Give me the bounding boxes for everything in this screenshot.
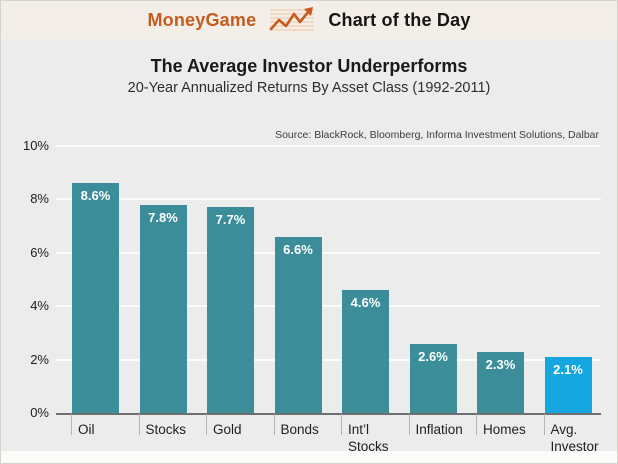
gridline-10% bbox=[56, 145, 601, 147]
bar-value-label: 2.3% bbox=[485, 356, 516, 372]
gridline-4% bbox=[56, 305, 601, 308]
bottom-strip bbox=[1, 451, 617, 458]
bar-value-label: 2.6% bbox=[418, 348, 448, 364]
x-axis-label: Oil bbox=[78, 422, 95, 437]
bar-value-label: 6.6% bbox=[283, 241, 313, 257]
y-axis-label: 6% bbox=[30, 244, 49, 260]
bar-bonds: 6.6% bbox=[274, 236, 322, 413]
y-axis-label: 0% bbox=[30, 405, 49, 420]
bar-stocks: 7.8% bbox=[139, 204, 187, 413]
x-axis-tick bbox=[273, 414, 275, 435]
x-axis-label: Stocks bbox=[145, 422, 187, 437]
chart-subtitle: 20-Year Annualized Returns By Asset Clas… bbox=[127, 80, 491, 96]
gridline-6% bbox=[56, 251, 601, 254]
header: MoneyGame Chart of the Day bbox=[1, 1, 617, 40]
x-axis-label: Gold bbox=[213, 422, 242, 437]
header-title: Chart of the Day bbox=[328, 9, 471, 30]
bar-value-label: 4.6% bbox=[350, 295, 381, 311]
brand-moneygame: MoneyGame bbox=[147, 9, 257, 30]
x-axis-label: Bonds bbox=[280, 422, 319, 437]
y-axis-label: 2% bbox=[30, 351, 49, 367]
gridline-8% bbox=[56, 198, 601, 201]
x-axis-tick bbox=[206, 414, 207, 435]
bar-avg-investor: 2.1% bbox=[544, 356, 592, 413]
x-axis-tick bbox=[476, 414, 477, 435]
x-axis-label: Inflation bbox=[415, 422, 463, 437]
bar-chart-plot: 0% 2% 4% 6% 8% 10% 8.6% Oil 7.8% Stocks 7.7% Gold 6.… bbox=[23, 138, 601, 454]
x-axis-label: Homes bbox=[483, 422, 526, 437]
bar-oil: 8.6% bbox=[72, 183, 119, 413]
bar-value-label: 2.1% bbox=[553, 361, 583, 377]
x-axis-tick bbox=[543, 414, 545, 435]
bar-homes: 2.3% bbox=[477, 351, 524, 413]
gridline-2% bbox=[56, 358, 601, 361]
y-axis-label: 8% bbox=[30, 191, 49, 207]
x-axis-line bbox=[56, 413, 601, 415]
y-axis-label: 4% bbox=[30, 298, 49, 314]
bar-inflation: 2.6% bbox=[409, 343, 457, 413]
x-axis-tick bbox=[138, 414, 140, 435]
chart-source: Source: BlackRock, Bloomberg, Informa In… bbox=[275, 129, 599, 141]
chart-title: The Average Investor Underperforms bbox=[150, 56, 468, 76]
x-axis-tick bbox=[71, 414, 72, 435]
bar-int-l-stocks: 4.6% bbox=[342, 290, 389, 413]
x-axis-tick bbox=[341, 414, 342, 435]
x-axis-label: Avg. Investor bbox=[550, 422, 599, 454]
bar-value-label: 7.8% bbox=[148, 209, 178, 225]
bar-value-label: 7.7% bbox=[215, 212, 246, 228]
x-axis-label: Int’l Stocks bbox=[348, 422, 389, 454]
x-axis-tick bbox=[408, 414, 410, 435]
bar-gold: 7.7% bbox=[207, 207, 254, 413]
y-axis-label: 10% bbox=[22, 138, 49, 153]
line-chart-arrow-icon bbox=[270, 7, 315, 31]
bar-value-label: 8.6% bbox=[80, 188, 111, 204]
chart-panel: The Average Investor Underperforms 20-Ye… bbox=[1, 39, 617, 458]
